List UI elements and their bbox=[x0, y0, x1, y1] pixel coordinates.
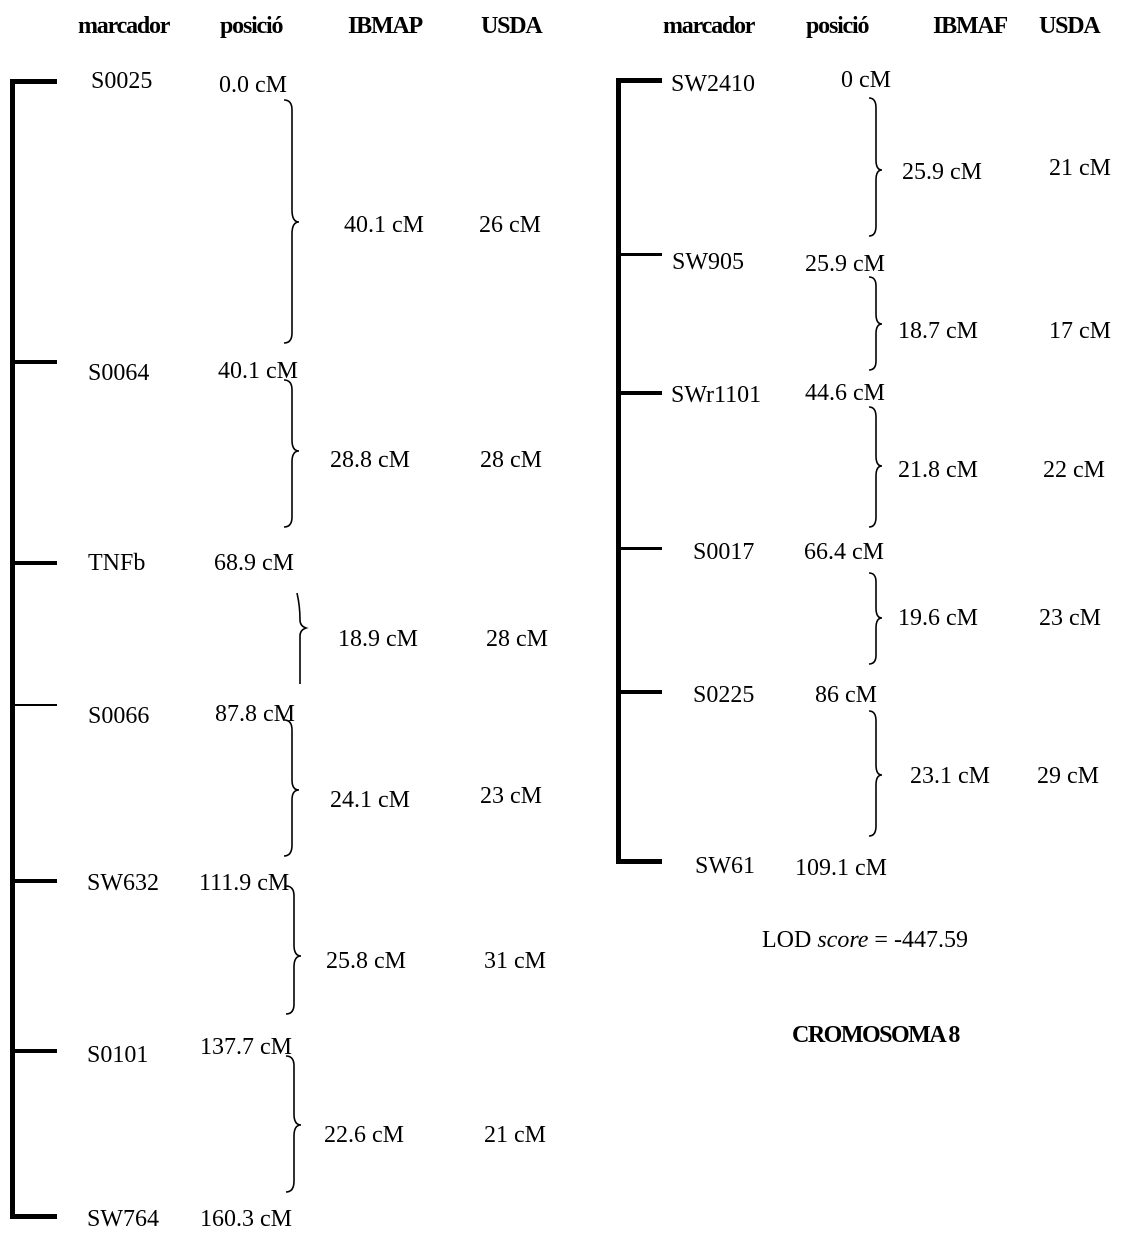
left-marker-name: S0066 bbox=[88, 703, 150, 729]
left-tick-s0064 bbox=[10, 360, 57, 364]
left-marker-name: SW764 bbox=[87, 1206, 159, 1232]
right-interval-usda: 23 cM bbox=[1039, 605, 1101, 631]
right-tick-sw2410 bbox=[616, 78, 662, 83]
left-header-ibmap: IBMAP bbox=[348, 13, 423, 39]
right-marker-position: 25.9 cM bbox=[805, 251, 885, 277]
right-interval-ibmap: 23.1 cM bbox=[910, 763, 990, 789]
right-marker-name: SW905 bbox=[672, 249, 744, 275]
right-tick-s0017 bbox=[616, 547, 662, 550]
left-interval-ibmap: 25.8 cM bbox=[326, 948, 406, 974]
left-tick-s0025 bbox=[10, 79, 57, 84]
left-marker-position: 160.3 cM bbox=[200, 1206, 292, 1232]
left-marker-name: S0025 bbox=[91, 68, 153, 94]
left-marker-position: 68.9 cM bbox=[214, 550, 294, 576]
right-header-position: posició bbox=[806, 13, 869, 39]
left-interval-ibmap: 40.1 cM bbox=[344, 212, 424, 238]
lod-score: LOD score = -447.59 bbox=[762, 926, 968, 954]
left-interval-brace bbox=[296, 592, 309, 684]
right-interval-usda: 22 cM bbox=[1043, 457, 1105, 483]
chromosome-title: CROMOSOMA 8 bbox=[792, 1022, 960, 1048]
left-header-position: posició bbox=[220, 13, 283, 39]
right-interval-usda: 17 cM bbox=[1049, 318, 1111, 344]
lod-score-italic: score bbox=[817, 927, 869, 953]
left-marker-position: 137.7 cM bbox=[200, 1034, 292, 1060]
right-header-usda: USDA bbox=[1039, 13, 1101, 39]
right-marker-position: 109.1 cM bbox=[795, 855, 887, 881]
left-interval-ibmap: 28.8 cM bbox=[330, 447, 410, 473]
right-interval-ibmap: 21.8 cM bbox=[898, 457, 978, 483]
right-marker-name: SWr1101 bbox=[671, 382, 762, 408]
left-marker-position: 0.0 cM bbox=[219, 72, 287, 98]
right-marker-position: 44.6 cM bbox=[805, 380, 885, 406]
left-tick-s0066 bbox=[10, 704, 57, 706]
right-tick-s0225 bbox=[616, 690, 662, 694]
right-chromosome-bar bbox=[616, 78, 621, 864]
right-interval-brace bbox=[868, 572, 883, 665]
right-tick-sw61 bbox=[616, 859, 662, 864]
right-interval-brace bbox=[868, 276, 883, 371]
right-marker-position: 66.4 cM bbox=[804, 539, 884, 565]
left-interval-usda: 21 cM bbox=[484, 1122, 546, 1148]
left-tick-tnfb bbox=[10, 561, 57, 565]
right-interval-brace bbox=[868, 406, 883, 528]
right-marker-position: 0 cM bbox=[841, 67, 891, 93]
right-marker-name: SW2410 bbox=[671, 71, 755, 97]
left-tick-s0101 bbox=[10, 1049, 57, 1053]
left-interval-brace bbox=[283, 719, 300, 857]
right-interval-usda: 21 cM bbox=[1049, 155, 1111, 181]
left-interval-brace bbox=[285, 885, 302, 1015]
left-marker-name: S0064 bbox=[88, 360, 150, 386]
right-marker-name: S0225 bbox=[693, 682, 755, 708]
left-marker-name: S0101 bbox=[87, 1042, 149, 1068]
left-interval-usda: 28 cM bbox=[486, 626, 548, 652]
left-marker-name: SW632 bbox=[87, 870, 159, 896]
left-chromosome-bar bbox=[10, 79, 15, 1218]
left-interval-brace bbox=[283, 379, 300, 528]
left-header-usda: USDA bbox=[481, 13, 543, 39]
left-interval-brace bbox=[283, 99, 300, 344]
left-marker-name: TNFb bbox=[88, 550, 146, 576]
right-header-marker: marcador bbox=[663, 13, 755, 39]
right-tick-swr1101 bbox=[616, 391, 662, 395]
left-interval-ibmap: 22.6 cM bbox=[324, 1122, 404, 1148]
left-interval-ibmap: 24.1 cM bbox=[330, 787, 410, 813]
left-header-marker: marcador bbox=[78, 13, 170, 39]
left-interval-ibmap: 18.9 cM bbox=[338, 626, 418, 652]
left-marker-position: 87.8 cM bbox=[215, 701, 295, 727]
left-interval-usda: 23 cM bbox=[480, 783, 542, 809]
right-interval-ibmap: 25.9 cM bbox=[902, 159, 982, 185]
lod-score-prefix: LOD bbox=[762, 927, 818, 953]
right-marker-name: SW61 bbox=[695, 853, 755, 879]
left-tick-sw764 bbox=[10, 1214, 57, 1219]
left-tick-sw632 bbox=[10, 879, 57, 883]
left-marker-position: 111.9 cM bbox=[199, 870, 290, 896]
left-interval-usda: 28 cM bbox=[480, 447, 542, 473]
left-interval-brace bbox=[285, 1055, 302, 1193]
right-interval-usda: 29 cM bbox=[1037, 763, 1099, 789]
right-interval-brace bbox=[868, 710, 883, 837]
right-tick-sw905 bbox=[616, 253, 662, 256]
left-interval-usda: 31 cM bbox=[484, 948, 546, 974]
left-interval-usda: 26 cM bbox=[479, 212, 541, 238]
right-interval-ibmap: 19.6 cM bbox=[898, 605, 978, 631]
right-interval-ibmap: 18.7 cM bbox=[898, 318, 978, 344]
right-header-ibmap: IBMAF bbox=[933, 13, 1008, 39]
lod-score-value: = -447.59 bbox=[868, 927, 968, 953]
right-interval-brace bbox=[868, 97, 883, 237]
right-marker-position: 86 cM bbox=[815, 682, 877, 708]
right-marker-name: S0017 bbox=[693, 539, 755, 565]
